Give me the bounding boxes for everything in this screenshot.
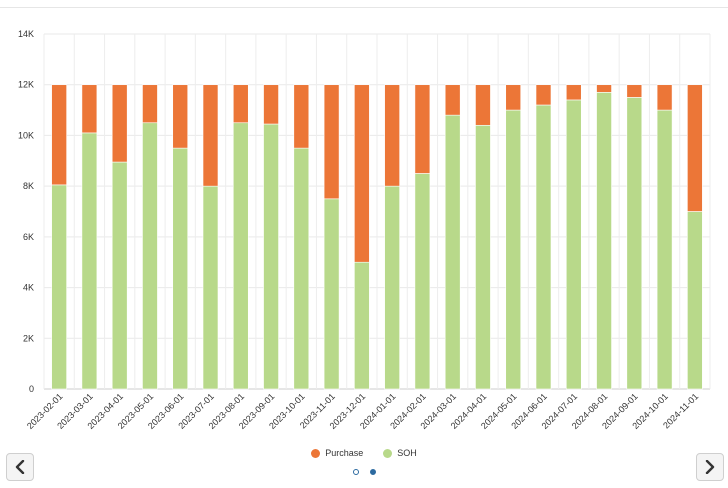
next-button[interactable] xyxy=(696,453,724,481)
bar-purchase-2024-04-01[interactable] xyxy=(475,84,491,126)
bar-purchase-2024-07-01[interactable] xyxy=(565,84,582,101)
bar-soh-2024-01-01[interactable] xyxy=(384,185,400,390)
bar-purchase-2023-07-01[interactable] xyxy=(202,84,219,187)
bar-purchase-2023-11-01[interactable] xyxy=(323,84,340,200)
y-tick-label: 2K xyxy=(23,333,34,343)
chevron-right-icon xyxy=(705,460,715,474)
bar-purchase-2024-09-01[interactable] xyxy=(626,84,643,98)
bar-soh-2023-07-01[interactable] xyxy=(202,185,219,390)
bar-soh-2024-08-01[interactable] xyxy=(596,92,612,390)
bar-purchase-2023-12-01[interactable] xyxy=(354,84,370,263)
bar-purchase-2023-06-01[interactable] xyxy=(172,84,189,149)
y-tick-label: 10K xyxy=(18,130,34,140)
legend-item-soh[interactable]: SOH xyxy=(383,448,417,458)
chart-legend: Purchase SOH xyxy=(0,448,728,458)
y-tick-label: 14K xyxy=(18,29,34,39)
legend-item-purchase[interactable]: Purchase xyxy=(311,448,363,458)
bar-soh-2024-04-01[interactable] xyxy=(475,124,491,390)
bar-soh-2023-03-01[interactable] xyxy=(81,132,98,390)
bar-soh-2024-11-01[interactable] xyxy=(687,211,703,390)
bar-soh-2024-03-01[interactable] xyxy=(444,114,461,390)
bar-soh-2023-10-01[interactable] xyxy=(293,147,310,390)
bar-soh-2023-11-01[interactable] xyxy=(323,198,340,390)
y-tick-label: 12K xyxy=(18,80,34,90)
bar-purchase-2024-05-01[interactable] xyxy=(505,84,522,111)
bar-purchase-2023-03-01[interactable] xyxy=(81,84,98,134)
bar-soh-2024-06-01[interactable] xyxy=(535,104,552,390)
y-tick-label: 4K xyxy=(23,283,34,293)
bar-soh-2024-02-01[interactable] xyxy=(414,173,431,390)
y-tick-label: 6K xyxy=(23,232,34,242)
bar-purchase-2024-10-01[interactable] xyxy=(656,84,673,111)
legend-swatch-soh xyxy=(383,448,393,458)
bar-purchase-2023-08-01[interactable] xyxy=(232,84,249,124)
legend-swatch-purchase xyxy=(311,448,321,458)
bar-soh-2024-09-01[interactable] xyxy=(626,97,643,390)
bar-purchase-2024-02-01[interactable] xyxy=(414,84,431,174)
bar-soh-2023-12-01[interactable] xyxy=(354,261,370,390)
bar-soh-2024-10-01[interactable] xyxy=(656,109,673,390)
bar-purchase-2024-08-01[interactable] xyxy=(596,84,612,93)
y-tick-label: 0 xyxy=(29,384,34,394)
chevron-left-icon xyxy=(15,460,25,474)
stacked-bar-chart: 02K4K6K8K10K12K14K2023-02-012023-03-0120… xyxy=(18,29,711,431)
bar-soh-2023-09-01[interactable] xyxy=(263,123,279,390)
bar-purchase-2024-06-01[interactable] xyxy=(535,84,552,106)
bar-purchase-2023-05-01[interactable] xyxy=(142,84,158,124)
bar-purchase-2024-01-01[interactable] xyxy=(384,84,400,187)
bar-soh-2023-08-01[interactable] xyxy=(232,122,249,390)
bar-soh-2023-05-01[interactable] xyxy=(142,122,158,390)
bar-purchase-2023-09-01[interactable] xyxy=(263,84,279,125)
top-divider xyxy=(0,7,728,8)
y-tick-label: 8K xyxy=(23,181,34,191)
legend-label-purchase: Purchase xyxy=(325,448,364,458)
bar-purchase-2023-10-01[interactable] xyxy=(293,84,310,149)
bar-soh-2024-07-01[interactable] xyxy=(565,99,582,390)
bar-purchase-2023-02-01[interactable] xyxy=(51,84,67,186)
previous-button[interactable] xyxy=(6,453,34,481)
bar-soh-2023-04-01[interactable] xyxy=(111,161,128,390)
legend-label-soh: SOH xyxy=(397,448,417,458)
bar-soh-2023-02-01[interactable] xyxy=(51,184,67,390)
bar-soh-2024-05-01[interactable] xyxy=(505,109,522,390)
pager-dot-2[interactable] xyxy=(369,469,376,475)
bar-purchase-2024-03-01[interactable] xyxy=(444,84,461,116)
carousel-pager xyxy=(0,469,728,475)
bar-purchase-2024-11-01[interactable] xyxy=(687,84,703,212)
bar-purchase-2023-04-01[interactable] xyxy=(111,84,128,163)
bar-soh-2023-06-01[interactable] xyxy=(172,147,189,390)
pager-dot-1[interactable] xyxy=(352,469,359,475)
